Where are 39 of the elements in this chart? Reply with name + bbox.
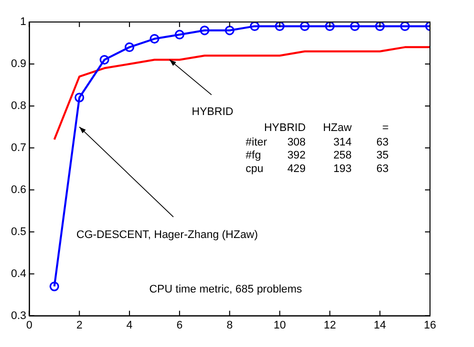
x-tick-label: 8 (226, 319, 233, 332)
point (200, 26, 210, 36)
point (174, 30, 184, 40)
text: cpu 429 193 63 (246, 162, 389, 175)
x-tick-label: 0 (26, 319, 32, 332)
x-tick-label: 2 (76, 319, 82, 332)
y-tick-label: 0.6 (10, 184, 26, 196)
y-tick-label: 0.7 (10, 142, 26, 154)
point (400, 22, 410, 31)
point (300, 22, 310, 31)
x-tick-label: 10 (274, 319, 286, 332)
point (325, 22, 335, 31)
y-tick-label: 0.3 (10, 310, 26, 322)
point (250, 22, 260, 31)
point (74, 92, 84, 102)
x-tick-label: 4 (126, 319, 133, 332)
annotation: CG-DESCENT, Hager-Zhang (HZaw) (76, 228, 258, 241)
point (150, 34, 160, 44)
point (350, 22, 360, 31)
x-tick-label: 16 (424, 319, 436, 332)
y-tick-label: 0.5 (10, 226, 26, 238)
point (224, 26, 234, 36)
y-tick-label: 0.4 (10, 268, 26, 280)
text: #iter 308 314 63 (246, 136, 389, 148)
point (124, 42, 134, 52)
point (50, 282, 60, 292)
point (274, 22, 285, 31)
text: HYBRID HZaw = (264, 122, 389, 134)
x-tick-label: 6 (176, 319, 183, 332)
y-tick-label: 0.8 (10, 100, 26, 112)
point (375, 22, 385, 31)
point (100, 54, 110, 65)
x-tick-label: 12 (324, 319, 336, 332)
y-tick-label: 0.9 (10, 58, 26, 70)
text: #fg 392 258 35 (246, 150, 389, 162)
annotation: CPU time metric, 685 problems (149, 283, 303, 296)
x-tick-label: 14 (374, 319, 386, 332)
y-tick-label: 1 (20, 16, 26, 28)
annotation: HYBRID (192, 106, 234, 118)
